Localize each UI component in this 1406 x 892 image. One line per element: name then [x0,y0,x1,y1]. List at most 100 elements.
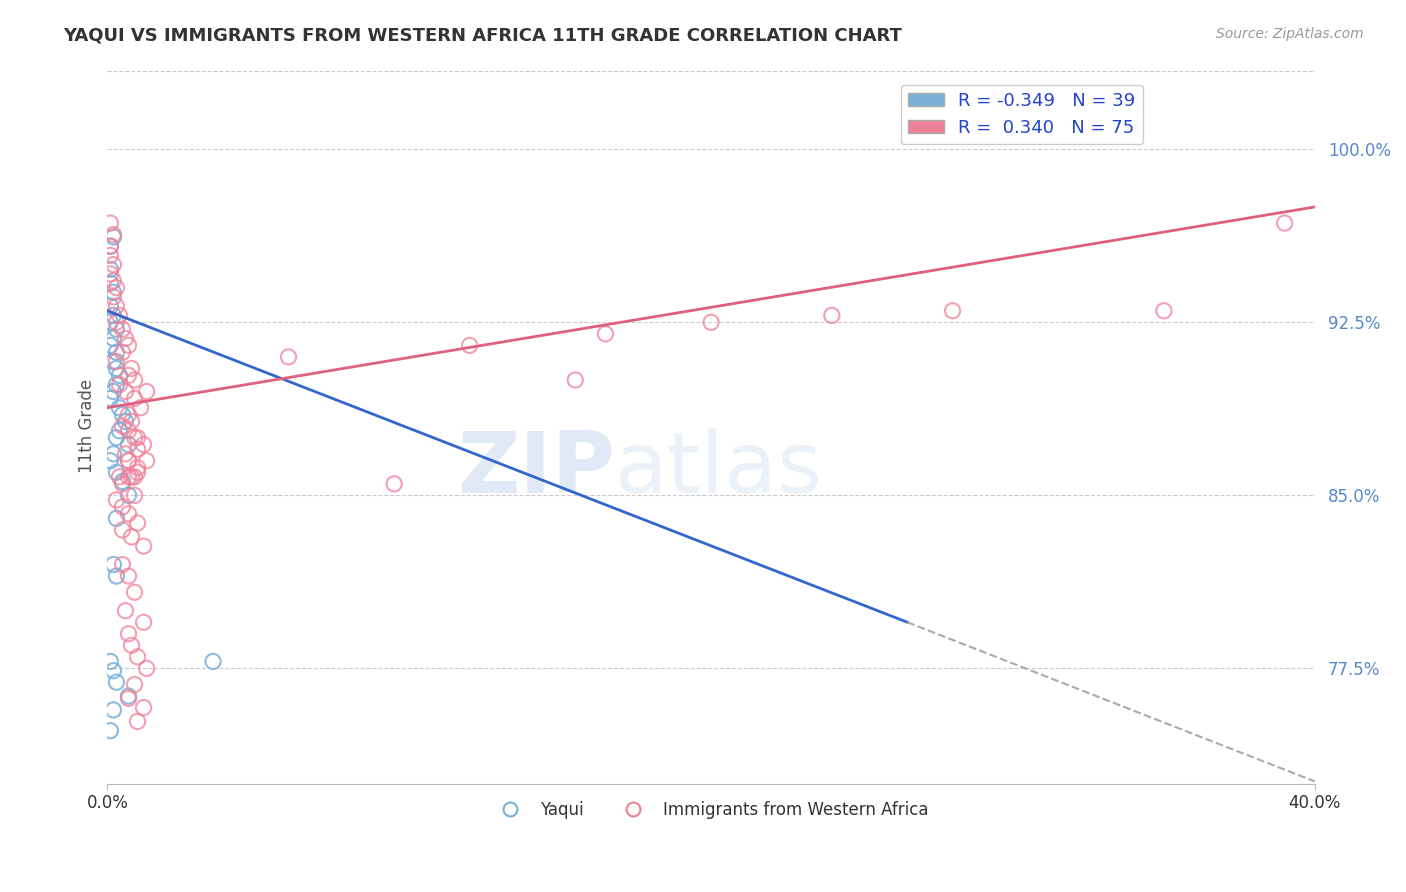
Point [277,350,299,364]
Point [132,700,155,714]
Point [127,465,149,479]
Point [117,689,139,703]
Point [564,373,586,387]
Point [100,239,122,253]
Point [100,262,122,277]
Point [121,470,143,484]
Point [103,309,125,323]
Point [132,539,155,553]
Point [111,476,134,491]
Point [821,309,844,323]
Point [111,322,134,336]
Point [103,558,125,572]
Point [103,331,125,345]
Point [114,415,136,429]
Point [103,664,125,678]
Point [100,723,122,738]
Point [117,691,139,706]
Point [121,530,143,544]
Point [105,281,128,295]
Point [103,227,125,242]
Point [100,276,122,290]
Point [108,309,131,323]
Point [132,615,155,630]
Point [124,470,146,484]
Point [135,384,157,399]
Text: YAQUI VS IMMIGRANTS FROM WESTERN AFRICA 11TH GRADE CORRELATION CHART: YAQUI VS IMMIGRANTS FROM WESTERN AFRICA … [63,27,903,45]
Point [124,585,146,599]
Point [105,299,128,313]
Text: atlas: atlas [614,427,823,510]
Point [114,331,136,345]
Point [100,216,122,230]
Point [1153,303,1175,318]
Point [108,368,131,383]
Point [117,507,139,521]
Point [114,604,136,618]
Point [105,465,128,479]
Point [942,303,965,318]
Point [100,248,122,262]
Point [124,373,146,387]
Point [111,523,134,537]
Point [700,315,723,329]
Point [103,354,125,368]
Point [108,424,131,438]
Point [117,437,139,451]
Point [103,447,125,461]
Point [117,408,139,422]
Point [117,569,139,583]
Point [1274,216,1296,230]
Point [103,274,125,288]
Point [458,338,481,352]
Point [132,437,155,451]
Point [105,492,128,507]
Point [124,392,146,406]
Point [105,569,128,583]
Point [117,424,139,438]
Point [103,258,125,272]
Point [100,338,122,352]
Y-axis label: 11th Grade: 11th Grade [79,379,96,473]
Point [105,511,128,525]
Point [105,322,128,336]
Point [108,401,131,415]
Point [124,677,146,691]
Point [117,454,139,468]
Point [105,431,128,445]
Point [103,290,125,304]
Point [111,408,134,422]
Point [100,315,122,329]
Point [114,384,136,399]
Point [121,361,143,376]
Point [121,415,143,429]
Point [105,361,128,376]
Legend: Yaqui, Immigrants from Western Africa: Yaqui, Immigrants from Western Africa [486,794,935,825]
Point [103,285,125,300]
Point [105,345,128,359]
Point [127,714,149,729]
Point [111,419,134,434]
Point [121,638,143,652]
Point [127,431,149,445]
Point [124,431,146,445]
Point [105,675,128,690]
Point [103,230,125,244]
Text: ZIP: ZIP [457,427,614,510]
Point [595,326,617,341]
Point [114,447,136,461]
Point [117,368,139,383]
Point [127,442,149,457]
Point [117,470,139,484]
Point [111,475,134,489]
Point [135,661,157,675]
Point [100,454,122,468]
Point [105,377,128,392]
Point [135,454,157,468]
Text: Source: ZipAtlas.com: Source: ZipAtlas.com [1216,27,1364,41]
Point [103,384,125,399]
Point [117,338,139,352]
Point [127,460,149,475]
Point [105,354,128,368]
Point [117,488,139,502]
